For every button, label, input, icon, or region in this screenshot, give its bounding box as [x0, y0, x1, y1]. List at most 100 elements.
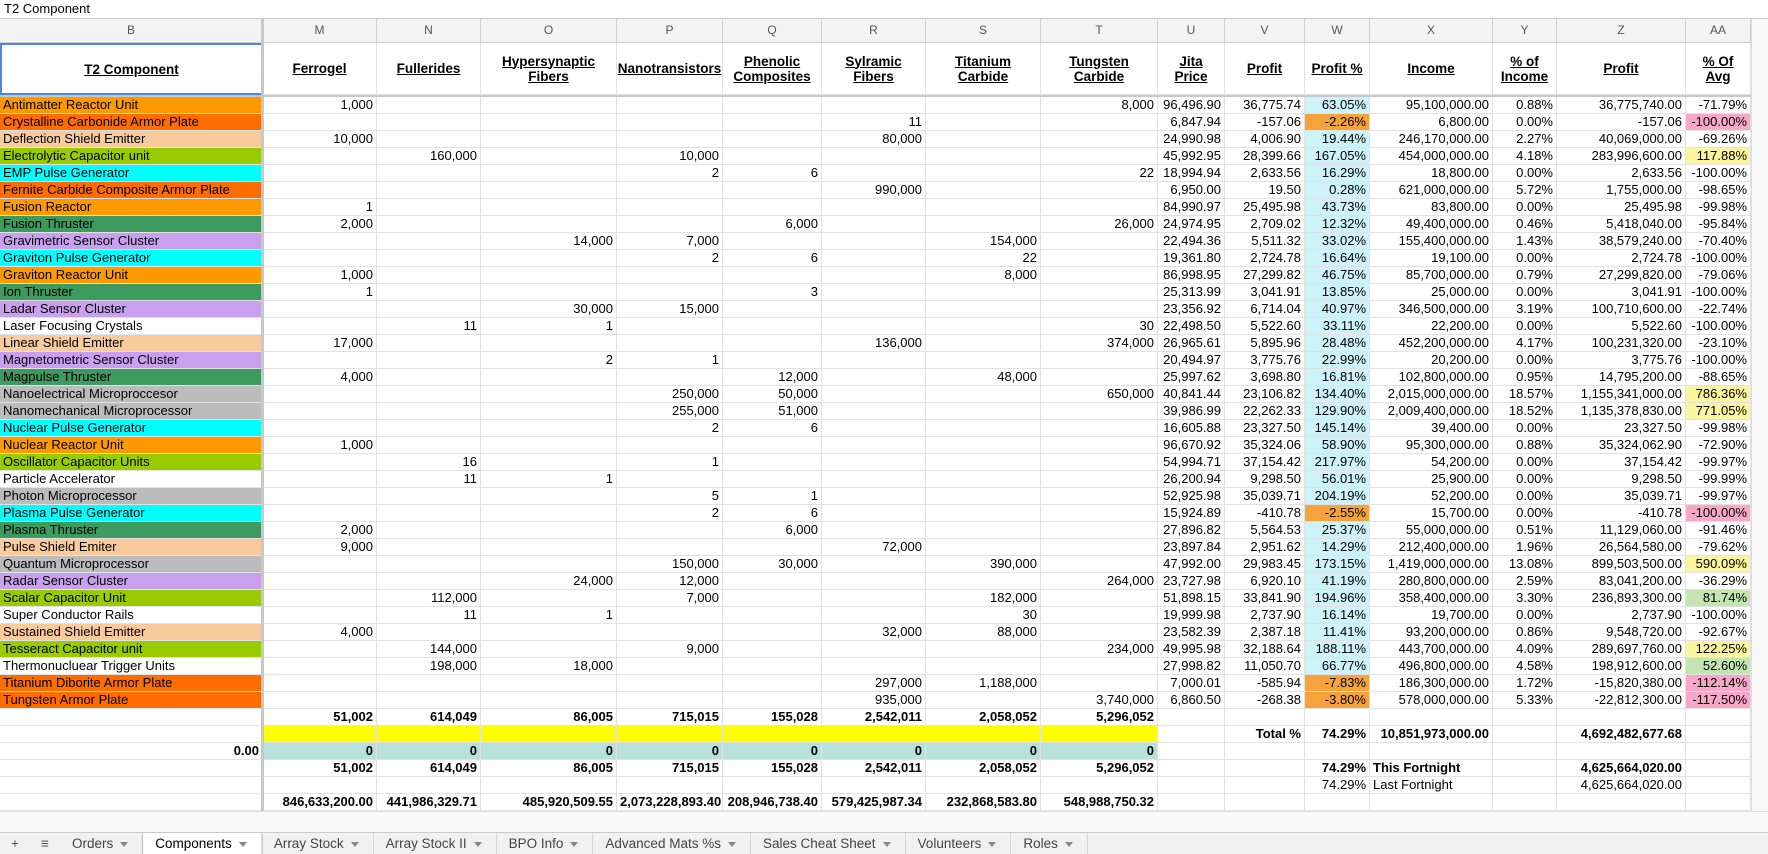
cell: 4.58%: [1493, 658, 1557, 675]
cell: [1041, 454, 1158, 471]
sheet-tab[interactable]: Sales Cheat Sheet: [751, 833, 906, 854]
cell: [377, 114, 481, 131]
cell: -99.99%: [1686, 471, 1751, 488]
cell: [822, 641, 926, 658]
component-name: Crystalline Carbonide Armor Plate: [0, 114, 263, 131]
cell: [617, 658, 723, 675]
component-name: Titanium Diborite Armor Plate: [0, 675, 263, 692]
all-sheets-button[interactable]: ≡: [41, 836, 49, 851]
summary-cell: 0: [1041, 743, 1158, 760]
scrollbar[interactable]: [0, 811, 1768, 833]
summary-cell: [1686, 794, 1751, 811]
cell: [723, 148, 822, 165]
summary-cell: 51,002: [263, 760, 377, 777]
cell: 1: [617, 454, 723, 471]
sheet-tab[interactable]: Volunteers: [906, 833, 1012, 854]
cell: 32,188.64: [1225, 641, 1305, 658]
summary-cell: [1225, 743, 1305, 760]
cell: 12.32%: [1305, 216, 1370, 233]
summary-cell: [617, 726, 723, 743]
cell: 188.11%: [1305, 641, 1370, 658]
cell: -410.78: [1557, 505, 1686, 522]
sheet-tab[interactable]: Orders: [60, 833, 144, 854]
cell: [481, 675, 617, 692]
summary-cell: 2,073,228,893.40: [617, 794, 723, 811]
component-name: Radar Sensor Cluster: [0, 573, 263, 590]
cell: 11: [377, 318, 481, 335]
cell: 54,200.00: [1370, 454, 1493, 471]
cell: 10,000: [617, 148, 723, 165]
cell: 9,298.50: [1225, 471, 1305, 488]
sheet-tab[interactable]: Array Stock II: [374, 833, 497, 854]
cell: 50,000: [723, 386, 822, 403]
sheet-tab[interactable]: Array Stock: [262, 833, 374, 854]
cell: 0.00%: [1493, 199, 1557, 216]
cell: 18.57%: [1493, 386, 1557, 403]
cell: 4.09%: [1493, 641, 1557, 658]
cell: 38,579,240.00: [1557, 233, 1686, 250]
cell: 0.00%: [1493, 505, 1557, 522]
cell: 358,400,000.00: [1370, 590, 1493, 607]
cell: 93,200,000.00: [1370, 624, 1493, 641]
cell: 23,582.39: [1158, 624, 1225, 641]
cell: 297,000: [822, 675, 926, 692]
scrollbar[interactable]: [1751, 19, 1768, 811]
component-name: Magpulse Thruster: [0, 369, 263, 386]
summary-cell: This Fortnight: [1370, 760, 1493, 777]
cell: 23,727.98: [1158, 573, 1225, 590]
cell: 95,100,000.00: [1370, 97, 1493, 114]
summary-cell: [0, 726, 263, 743]
cell: 346,500,000.00: [1370, 301, 1493, 318]
cell: 6,847.94: [1158, 114, 1225, 131]
cell: [1041, 471, 1158, 488]
cell: [377, 250, 481, 267]
summary-cell: 155,028: [723, 760, 822, 777]
cell: [822, 607, 926, 624]
cell: [1041, 114, 1158, 131]
cell: [926, 658, 1041, 675]
cell: [263, 114, 377, 131]
cell: 2,009,400,000.00: [1370, 403, 1493, 420]
add-sheet-button[interactable]: +: [11, 836, 19, 851]
cell: 0.00%: [1493, 114, 1557, 131]
component-name: EMP Pulse Generator: [0, 165, 263, 182]
cell: 16,605.88: [1158, 420, 1225, 437]
cell: 8,000: [1041, 97, 1158, 114]
cell: 899,503,500.00: [1557, 556, 1686, 573]
cell: [1041, 403, 1158, 420]
summary-cell: 5,296,052: [1041, 760, 1158, 777]
summary-cell: [377, 777, 481, 794]
cell: 19,700.00: [1370, 607, 1493, 624]
cell: 136,000: [822, 335, 926, 352]
cell: 2,709.02: [1225, 216, 1305, 233]
sheet-tab[interactable]: Components: [143, 833, 262, 854]
cell: 0.51%: [1493, 522, 1557, 539]
sheet-tab[interactable]: Advanced Mats %s: [593, 833, 751, 854]
cell: [723, 131, 822, 148]
summary-cell: [1557, 794, 1686, 811]
cell: -70.40%: [1686, 233, 1751, 250]
cell: 3,041.91: [1225, 284, 1305, 301]
cell: [377, 505, 481, 522]
summary-cell: [1370, 709, 1493, 726]
summary-cell: [1041, 726, 1158, 743]
cell: 6,920.10: [1225, 573, 1305, 590]
summary-cell: [1686, 760, 1751, 777]
cell: [617, 539, 723, 556]
component-name: Fernite Carbide Composite Armor Plate: [0, 182, 263, 199]
summary-cell: [1557, 709, 1686, 726]
cell: [822, 556, 926, 573]
cell: 280,800,000.00: [1370, 573, 1493, 590]
cell: [1041, 148, 1158, 165]
cell: [723, 97, 822, 114]
cell: 18.52%: [1493, 403, 1557, 420]
cell: [822, 165, 926, 182]
cell: 212,400,000.00: [1370, 539, 1493, 556]
sheet-tab[interactable]: Roles: [1011, 833, 1088, 854]
sheet-tab[interactable]: BPO Info: [497, 833, 594, 854]
cell: [723, 539, 822, 556]
cell: 40.97%: [1305, 301, 1370, 318]
cell: [377, 182, 481, 199]
cell: -98.65%: [1686, 182, 1751, 199]
summary-cell: [617, 777, 723, 794]
